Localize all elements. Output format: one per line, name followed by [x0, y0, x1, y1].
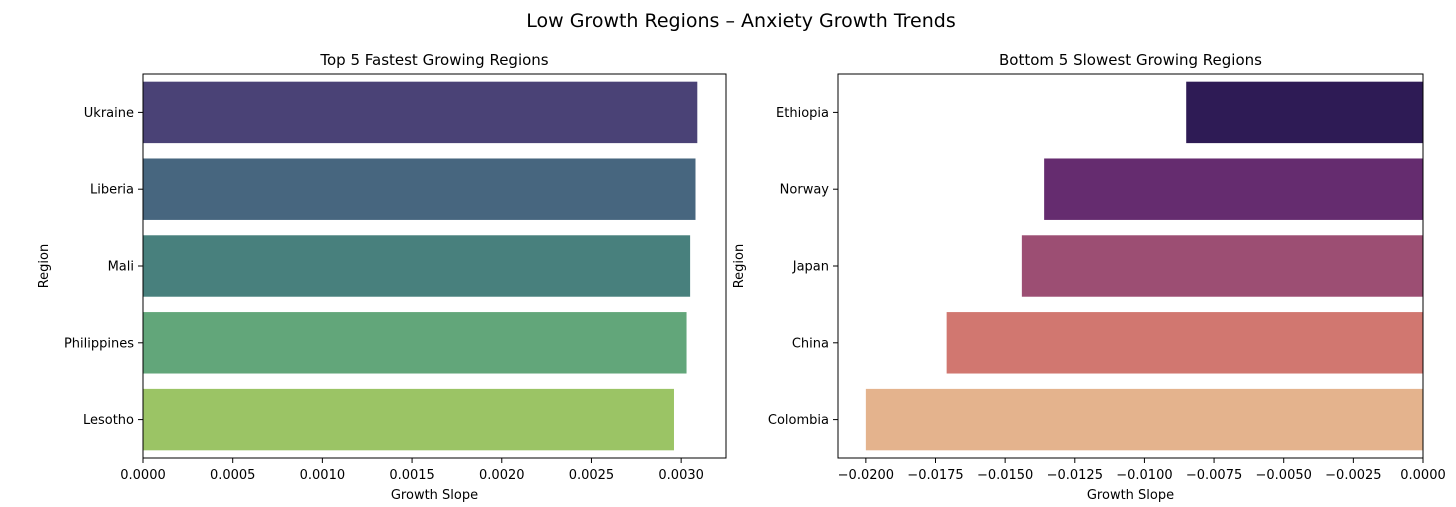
top-bar-ukraine [143, 81, 698, 144]
top-xtick-label: 0.0020 [479, 468, 525, 483]
bottom-yaxis-label: Region [732, 244, 747, 289]
top-yaxis-label: Region [37, 244, 52, 289]
top-xaxis-label: Growth Slope [391, 488, 478, 503]
top-label-lesotho: Lesotho [83, 413, 134, 428]
bottom-chart-title: Bottom 5 Slowest Growing Regions [999, 51, 1262, 69]
bottom-xtick-label: −0.0175 [907, 468, 963, 483]
top-label-philippines: Philippines [64, 336, 134, 351]
figure-title: Low Growth Regions – Anxiety Growth Tren… [526, 10, 956, 32]
top-bar-lesotho [143, 388, 674, 451]
top-xtick-label: 0.0000 [120, 468, 166, 483]
bottom-bar-colombia [865, 388, 1423, 451]
bottom-xtick-label: −0.0025 [1325, 468, 1381, 483]
top-bar-mali [143, 235, 691, 297]
bottom-xtick-label: −0.0100 [1116, 468, 1172, 483]
bottom-label-japan: Japan [792, 260, 829, 275]
top-5-fastest-panel: Ukraine Liberia Mali Philippines Lesotho 0.00… [37, 51, 727, 503]
top-label-mali: Mali [108, 260, 134, 275]
bottom-xaxis-label: Growth Slope [1087, 488, 1174, 503]
bottom-bar-ethiopia [1186, 81, 1423, 144]
bottom-label-norway: Norway [780, 183, 830, 198]
top-xtick-label: 0.0005 [210, 468, 256, 483]
bottom-xtick-label: 0.0000 [1400, 468, 1446, 483]
bottom-xtick-label: −0.0075 [1186, 468, 1242, 483]
bottom-label-colombia: Colombia [768, 413, 829, 428]
bottom-label-china: China [792, 336, 829, 351]
top-xtick-label: 0.0015 [389, 468, 435, 483]
top-xtick-label: 0.0030 [658, 468, 704, 483]
top-axes-frame [142, 73, 727, 459]
bottom-5-slowest-panel: EthiopiaNorwayJapanChinaColombia−0.0200−… [732, 51, 1446, 503]
bottom-xtick-label: −0.0150 [977, 468, 1033, 483]
top-bar-liberia [143, 158, 696, 220]
top-chart-title: Top 5 Fastest Growing Regions [319, 51, 548, 69]
top-xtick-label: 0.0025 [569, 468, 615, 483]
bottom-xtick-label: −0.0200 [838, 468, 894, 483]
bottom-axes-frame [837, 73, 1424, 459]
bottom-xtick-label: −0.0125 [1047, 468, 1103, 483]
bottom-label-ethiopia: Ethiopia [776, 106, 829, 121]
bottom-bar-japan [1021, 235, 1423, 297]
top-label-ukraine: Ukraine [84, 106, 134, 121]
top-xtick-label: 0.0010 [300, 468, 346, 483]
bottom-bar-norway [1044, 158, 1423, 220]
bottom-bar-china [946, 312, 1423, 374]
top-bar-philippines [143, 312, 687, 374]
bottom-xtick-label: −0.0050 [1256, 468, 1312, 483]
top-label-liberia: Liberia [90, 183, 134, 198]
